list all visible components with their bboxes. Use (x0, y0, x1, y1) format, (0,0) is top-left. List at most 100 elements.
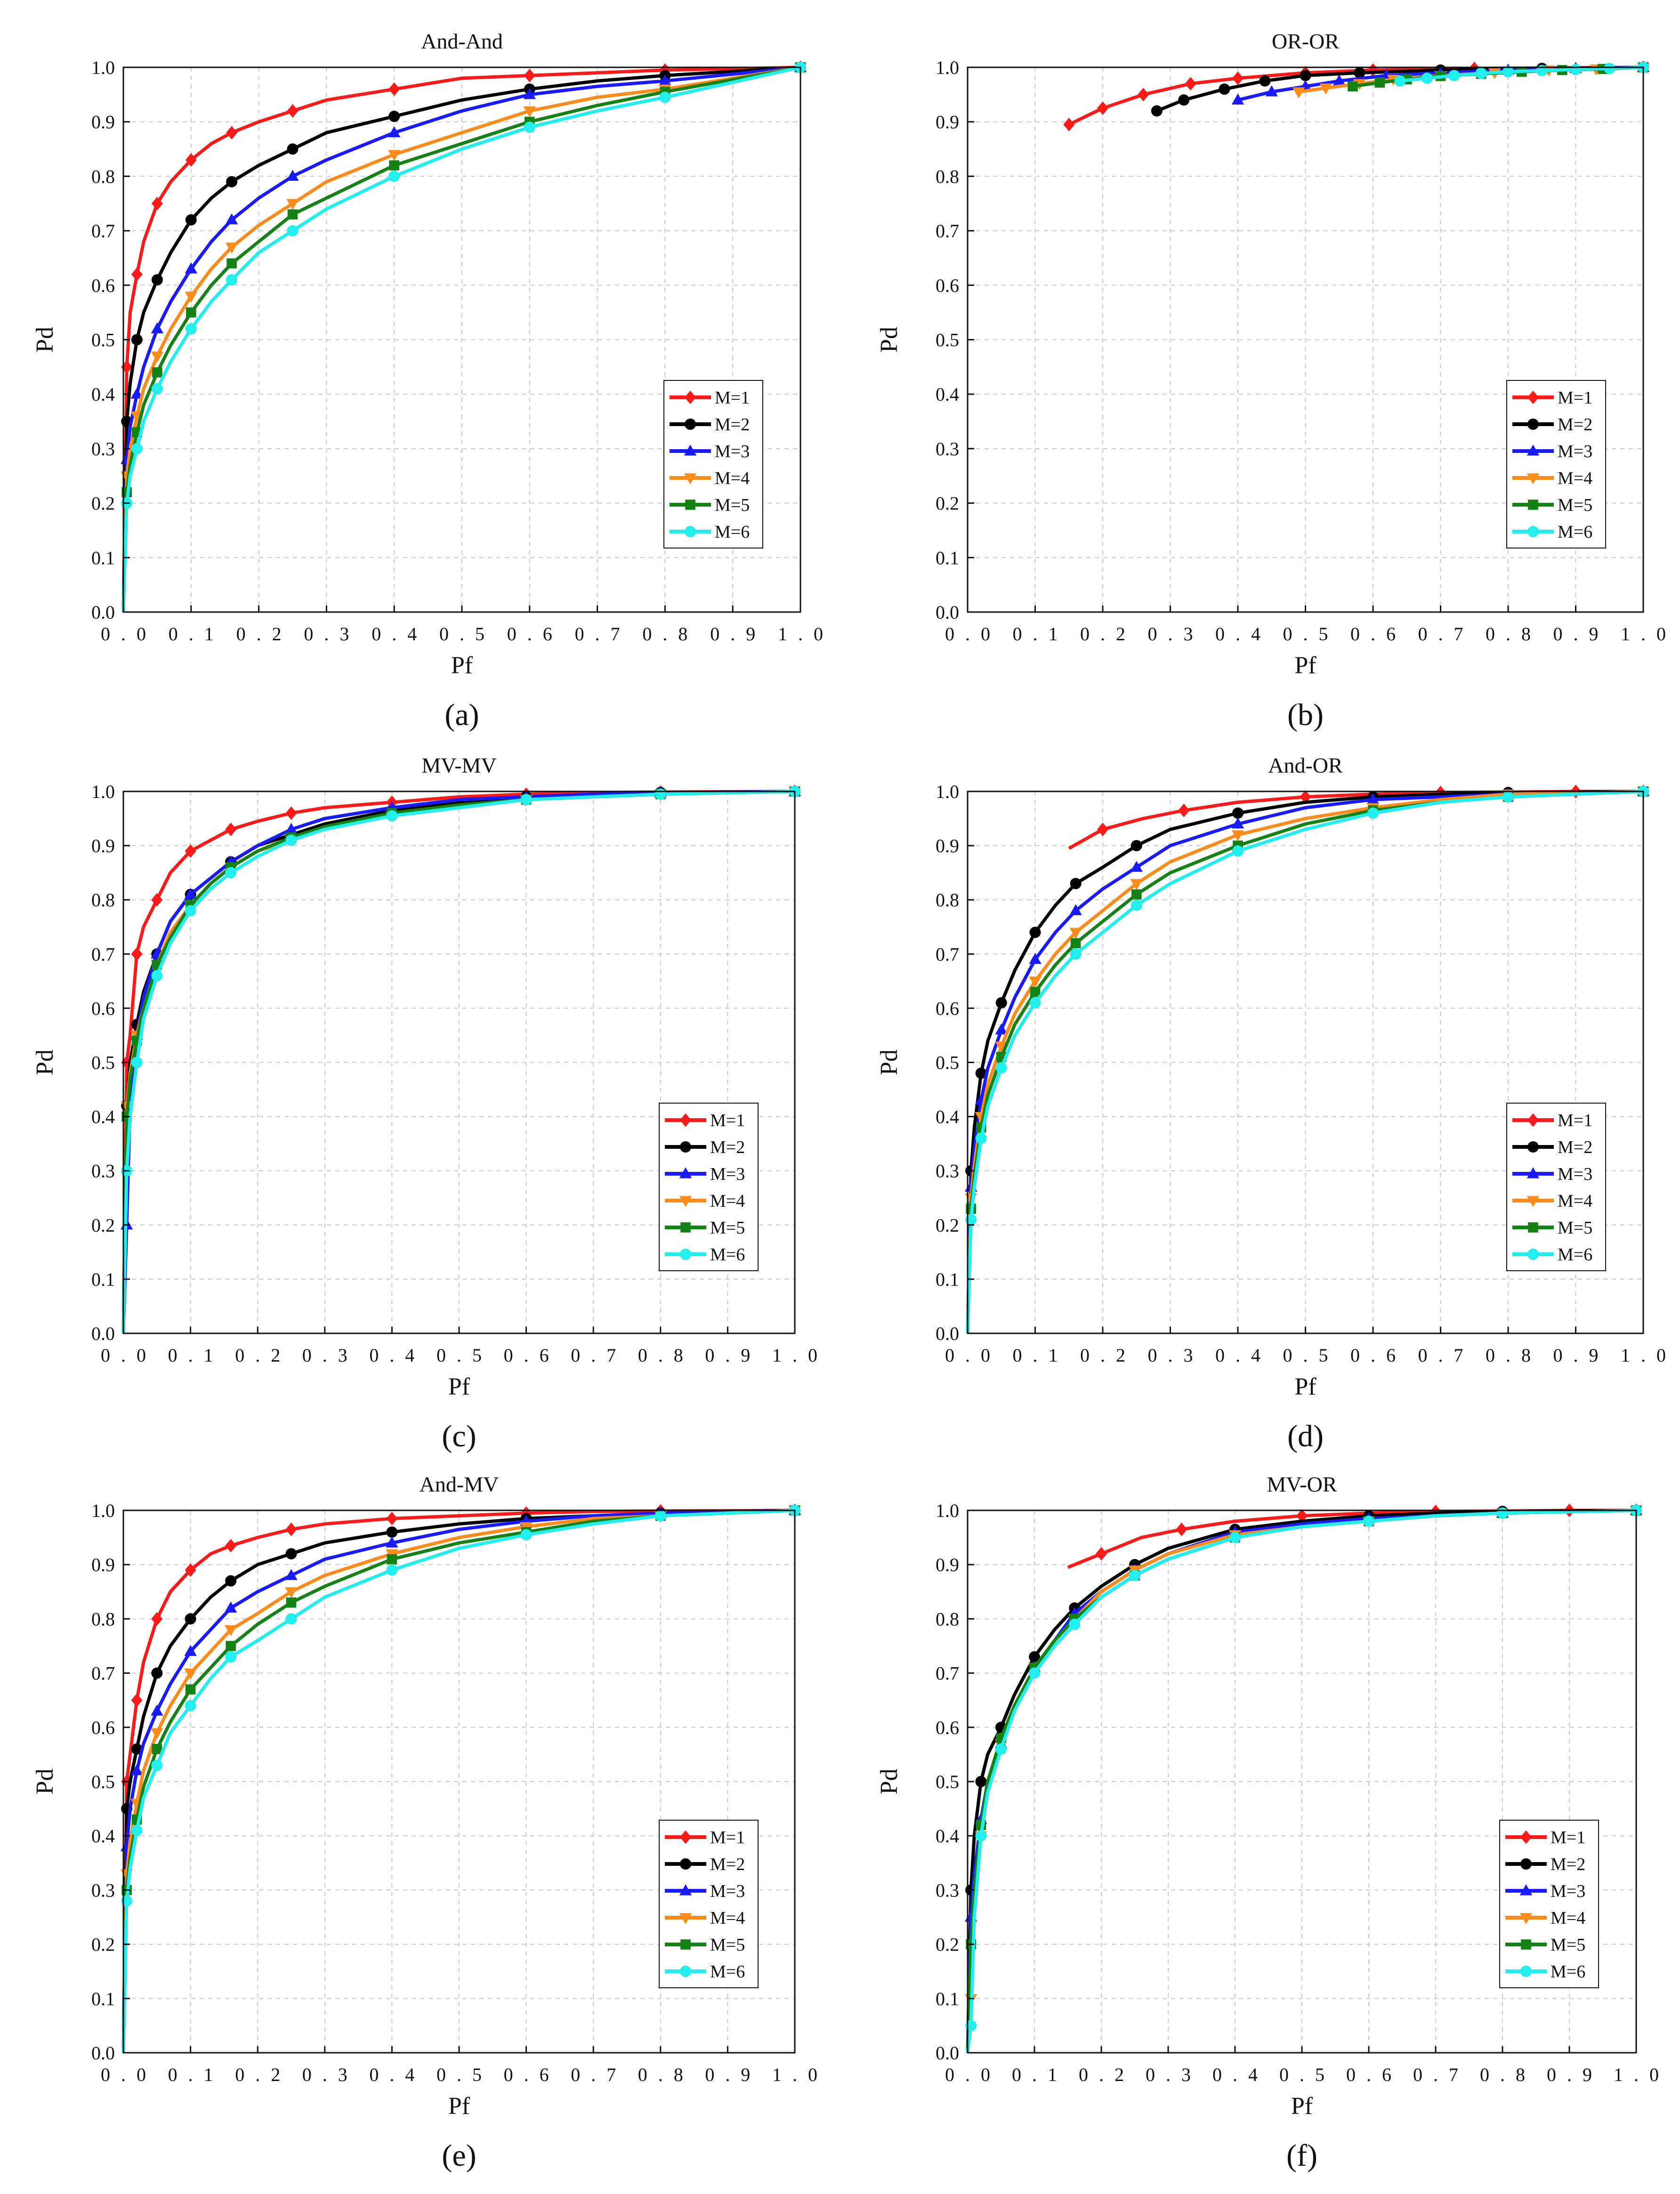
legend-label: M=2 (1551, 1855, 1585, 1874)
data-point (1219, 83, 1230, 95)
data-point (285, 834, 297, 846)
data-point (1097, 101, 1108, 115)
y-tick-label: 0.0 (936, 602, 959, 623)
data-point (1176, 1522, 1187, 1536)
y-tick-label: 1.0 (91, 781, 115, 802)
legend-label: M=3 (1558, 1164, 1592, 1184)
data-point (1063, 118, 1075, 131)
y-tick-label: 0.8 (936, 889, 959, 911)
data-point (1231, 93, 1244, 105)
legend-marker (1527, 1249, 1539, 1260)
legend-marker (1527, 444, 1540, 456)
legend-label: M=1 (715, 388, 750, 408)
data-point (995, 997, 1007, 1008)
data-point (226, 274, 238, 286)
data-point (286, 169, 299, 181)
data-point (1129, 1570, 1140, 1581)
data-point (1502, 791, 1514, 803)
data-point (285, 1613, 297, 1625)
x-tick-label: 0.1 (1012, 2064, 1057, 2085)
y-tick-label: 0.0 (91, 602, 115, 623)
data-point (131, 443, 143, 454)
data-point (286, 1597, 297, 1608)
data-point (185, 1613, 196, 1625)
legend-label: M=5 (710, 1935, 745, 1955)
data-point (654, 1510, 666, 1522)
y-tick-label: 0.7 (936, 220, 959, 242)
data-point (1070, 878, 1082, 889)
data-point (386, 1536, 398, 1548)
chart-title: And-OR (1268, 753, 1343, 777)
data-point (386, 1564, 398, 1576)
y-tick-label: 0.9 (936, 112, 959, 133)
x-tick-label: 0.6 (507, 623, 552, 645)
x-tick-label: 0.4 (1212, 2064, 1258, 2085)
y-tick-label: 0.8 (91, 1608, 115, 1629)
legend-label: M=6 (710, 1962, 745, 1982)
legend-marker (1528, 500, 1538, 510)
legend-label: M=1 (1558, 388, 1592, 408)
data-point (1130, 879, 1143, 890)
y-tick-label: 0.6 (936, 1717, 959, 1738)
data-point (1130, 861, 1143, 872)
legend: M=1 M=2 M=3 M=4 M=5 M=6 (1506, 380, 1606, 548)
data-point (1131, 899, 1142, 911)
data-point (130, 387, 143, 399)
data-point (1151, 105, 1163, 117)
data-point (1259, 75, 1271, 87)
x-tick-label: 0.8 (638, 2064, 683, 2085)
data-point (151, 1612, 163, 1626)
y-tick-label: 0.6 (936, 998, 959, 1019)
legend-marker (680, 1966, 691, 1977)
legend-marker (1527, 1167, 1540, 1178)
data-point (185, 844, 196, 858)
y-tick-label: 0.6 (91, 998, 115, 1019)
y-tick-label: 0.5 (91, 1771, 115, 1792)
data-point (185, 291, 197, 303)
legend-label: M=3 (1551, 1881, 1585, 1901)
x-tick-label: 0.5 (439, 623, 485, 645)
legend-label: M=4 (710, 1908, 745, 1928)
x-tick-label: 0.2 (235, 2064, 280, 2085)
data-point (1029, 953, 1042, 964)
series-6 (1394, 62, 1649, 87)
x-axis-label: Pf (448, 2093, 470, 2120)
legend-label: M=2 (710, 1855, 745, 1874)
legend-label: M=3 (1558, 442, 1592, 461)
y-tick-label: 0.9 (91, 835, 115, 856)
data-point (285, 823, 298, 834)
data-point (1070, 938, 1081, 949)
chart-panel-5: 0.0 0.1 0.2 0.3 0.4 0.5 0.6 0.7 0.8 0.9 1.0 0.0 0.1 0… (32, 1472, 817, 2173)
data-point (1029, 976, 1042, 988)
x-tick-label: 0.6 (1346, 2064, 1391, 2085)
y-tick-label: 1.0 (936, 1500, 959, 1521)
data-point (225, 1539, 237, 1553)
legend-marker (1520, 1966, 1532, 1977)
data-point (1367, 63, 1379, 77)
legend-marker (680, 1222, 691, 1233)
legend-label: M=5 (715, 495, 750, 515)
data-point (524, 68, 535, 82)
y-tick-label: 0.6 (91, 1717, 115, 1738)
y-tick-label: 0.2 (91, 1215, 115, 1236)
x-tick-label: 0.7 (1413, 2064, 1458, 2085)
y-tick-label: 0.3 (936, 1879, 959, 1901)
y-tick-label: 0.8 (91, 889, 115, 911)
x-tick-label: 0.4 (369, 2064, 414, 2085)
data-point (184, 1645, 197, 1656)
x-tick-label: 0.1 (168, 2064, 213, 2085)
y-tick-label: 0.7 (936, 944, 959, 965)
data-point (386, 810, 398, 822)
legend-label: M=5 (1558, 1218, 1592, 1238)
legend-label: M=6 (1551, 1962, 1585, 1982)
y-tick-label: 0.4 (91, 1106, 115, 1128)
x-tick-label: 0.3 (1148, 623, 1193, 645)
x-tick-label: 0.9 (1553, 1345, 1599, 1366)
data-point (185, 905, 196, 917)
data-point (130, 1764, 143, 1775)
legend: M=1 M=2 M=3 M=4 M=5 M=6 (659, 1820, 759, 1988)
panel-label: (b) (1287, 698, 1324, 732)
data-point (1070, 948, 1082, 960)
x-tick-label: 0.8 (642, 623, 687, 645)
x-axis-label: Pf (1291, 2093, 1313, 2120)
